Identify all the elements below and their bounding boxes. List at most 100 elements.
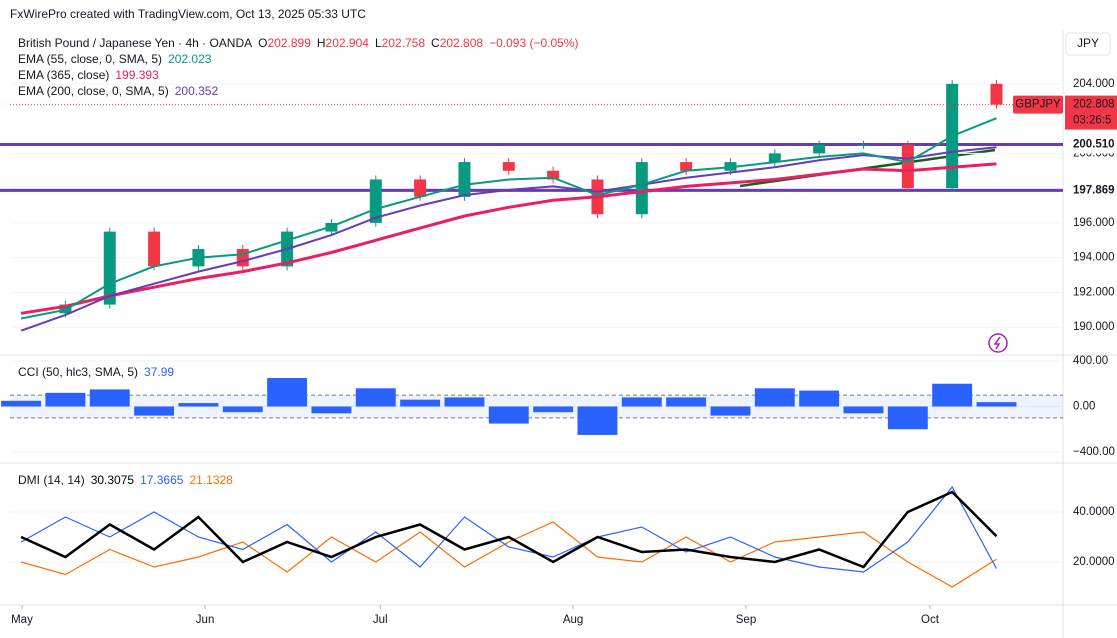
lightning-icon <box>988 333 1008 353</box>
ohlc-value: 202.808 <box>440 36 484 50</box>
legend-value: 202.023 <box>168 52 212 66</box>
legend-name: CCI (50, hlc3, SMA, 5) <box>18 365 138 379</box>
cci-bar <box>311 406 352 414</box>
x-tick-label: Sep <box>736 614 756 626</box>
legend-name: EMA (55, close, 0, SMA, 5) <box>18 52 162 66</box>
y-tick-label: 190.000 <box>1073 321 1115 333</box>
legend-entry: DMI (14, 14) 30.3075 17.3665 21.1328 <box>18 473 233 487</box>
ema-line <box>20 117 997 320</box>
candle <box>502 162 515 171</box>
cci-bar <box>976 402 1017 407</box>
title-line: British Pound / Japanese Yen · 4h · OAND… <box>18 36 578 50</box>
legend-entry: EMA (55, close, 0, SMA, 5) 202.023 <box>18 52 212 66</box>
cci-bar <box>89 389 130 407</box>
candle <box>547 170 560 180</box>
candle <box>148 231 161 267</box>
cci-bar <box>577 406 618 435</box>
candle <box>414 179 427 197</box>
dmi-line <box>20 490 998 569</box>
x-tick-label: May <box>11 614 33 626</box>
price-label: 202.808 <box>1073 99 1115 111</box>
ohlc-value: 202.758 <box>382 36 426 50</box>
cci-bar <box>932 383 973 407</box>
level-label: 200.510 <box>1073 139 1115 151</box>
level-tag <box>1065 135 1117 154</box>
legend-name: EMA (365, close) <box>18 68 109 82</box>
cci-bar <box>666 397 707 407</box>
legend-value: 17.3665 <box>140 473 184 487</box>
candle <box>680 162 693 171</box>
legend-entry: EMA (200, close, 0, SMA, 5) 200.352 <box>18 84 218 98</box>
legend-value: 37.99 <box>144 365 174 379</box>
legend-entry: CCI (50, hlc3, SMA, 5) 37.99 <box>18 365 174 379</box>
y-tick-label: 400.00 <box>1073 355 1108 367</box>
candle <box>901 144 914 189</box>
cci-bar <box>134 406 175 416</box>
cci-bar <box>488 406 529 424</box>
y-tick-label: −400.00 <box>1073 446 1115 458</box>
change: −0.093 (−0.05%) <box>489 36 578 50</box>
price-tag <box>1065 95 1117 130</box>
cci-bar <box>45 392 86 407</box>
credit: FxWirePro created with TradingView.com, … <box>10 7 366 21</box>
symbol-tag <box>1013 95 1063 114</box>
cci-bar <box>621 397 662 407</box>
candle <box>458 162 471 197</box>
cci-bar <box>178 403 219 407</box>
ohlc-value: 202.899 <box>267 36 311 50</box>
symbol-label: GBPJPY <box>1015 99 1061 111</box>
ohlc-value: 202.904 <box>326 36 370 50</box>
cci-bar <box>843 406 884 414</box>
x-tick-label: Jul <box>373 614 388 626</box>
legend-entry: EMA (365, close) 199.393 <box>18 68 159 82</box>
y-tick-label: 0.00 <box>1073 401 1095 413</box>
y-tick-label: 20.0000 <box>1073 556 1115 568</box>
legend-value: 200.352 <box>175 84 219 98</box>
currency-button[interactable] <box>1065 32 1111 56</box>
ohlc-key: C <box>431 36 440 50</box>
cci-bar <box>1 400 42 407</box>
candle <box>768 153 781 163</box>
currency[interactable]: JPY <box>1077 36 1099 50</box>
legend-name: EMA (200, close, 0, SMA, 5) <box>18 84 169 98</box>
cci-bar <box>267 378 308 407</box>
legend-value: 30.3075 <box>91 473 135 487</box>
cci-bar <box>400 399 441 407</box>
ema-line <box>20 146 997 332</box>
y-tick-label: 196.000 <box>1073 217 1115 229</box>
cci-bar <box>222 406 263 413</box>
y-tick-label: 204.000 <box>1073 78 1115 90</box>
x-tick-label: Jun <box>196 614 215 626</box>
ohlc-key: H <box>317 36 326 50</box>
candle <box>857 144 870 146</box>
cci-bar <box>754 388 795 407</box>
candle <box>990 83 1003 105</box>
countdown: 03:26:5 <box>1073 115 1111 127</box>
x-tick-label: Oct <box>921 614 940 626</box>
cci-bar <box>355 388 396 407</box>
level-tag <box>1065 181 1117 200</box>
cci-bar <box>887 406 928 430</box>
y-tick-label: 40.0000 <box>1073 506 1115 518</box>
y-tick-label: 194.000 <box>1073 252 1115 264</box>
candle <box>635 162 648 215</box>
dmi-line <box>20 521 997 588</box>
legend-value: 199.393 <box>115 68 159 82</box>
cci-bar <box>533 406 574 413</box>
title: British Pound / Japanese Yen · 4h · OAND… <box>18 36 252 50</box>
candle <box>369 179 382 223</box>
ohlc-key: O <box>258 36 267 50</box>
x-tick-label: Aug <box>563 614 583 626</box>
level-label: 197.869 <box>1073 184 1115 196</box>
ohlc-key: L <box>375 36 382 50</box>
y-tick-label: 192.000 <box>1073 286 1115 298</box>
cci-bar <box>444 397 485 407</box>
legend-value: 21.1328 <box>189 473 233 487</box>
cci-bar <box>799 390 840 407</box>
legend-name: DMI (14, 14) <box>18 473 85 487</box>
cci-bar <box>710 406 751 416</box>
candle <box>236 248 249 267</box>
candle <box>813 144 826 154</box>
